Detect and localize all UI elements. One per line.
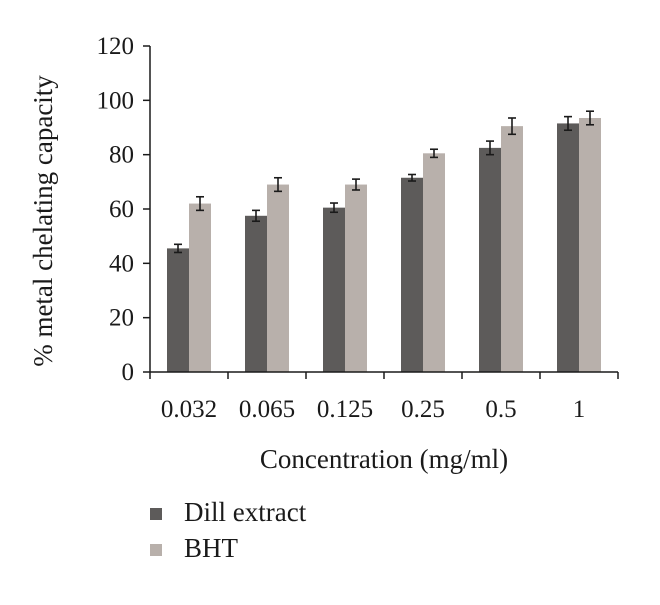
error-bar-dill-extract-0.032	[174, 243, 182, 254]
x-axis-ticks	[149, 372, 619, 379]
bar-bht-0.5	[501, 126, 523, 373]
legend-item-bht: BHT	[150, 533, 239, 563]
error-bar-dill-extract-0.5	[486, 140, 494, 156]
error-bar-dill-extract-0.25	[408, 173, 416, 182]
x-tick-label-0.065: 0.065	[239, 396, 295, 423]
y-tick-label-80: 80	[109, 142, 134, 169]
y-tick-label-20: 20	[109, 305, 134, 332]
error-bar-dill-extract-0.065	[252, 209, 260, 223]
y-tick-label-60: 60	[109, 196, 134, 223]
y-tick-label-100: 100	[97, 87, 135, 114]
error-bar-bht-1	[586, 110, 594, 126]
error-bar-bht-0.125	[352, 178, 360, 191]
y-tick-label-120: 120	[97, 33, 135, 60]
bar-dill-extract-0.032	[167, 248, 189, 372]
error-bar-bht-0.032	[196, 195, 204, 212]
error-bar-bht-0.5	[508, 117, 516, 136]
bar-bht-0.032	[189, 203, 211, 372]
bar-dill-extract-1	[557, 123, 579, 372]
legend: Dill extract BHT	[150, 497, 307, 563]
bar-dill-extract-0.5	[479, 147, 501, 372]
bar-bht-0.25	[423, 153, 445, 372]
x-tick-label-0.032: 0.032	[161, 396, 217, 423]
error-bar-dill-extract-0.125	[330, 202, 338, 214]
bar-dill-extract-0.125	[323, 207, 345, 372]
x-tick-label-0.5: 0.5	[485, 396, 516, 423]
x-tick-label-0.25: 0.25	[401, 396, 445, 423]
x-axis-title: Concentration (mg/ml)	[260, 444, 508, 474]
legend-label-dill-extract: Dill extract	[184, 497, 307, 527]
x-tick-label-0.125: 0.125	[317, 396, 373, 423]
legend-label-bht: BHT	[184, 533, 239, 563]
error-bar-bht-0.065	[274, 176, 282, 193]
error-bar-bht-0.25	[430, 148, 438, 159]
bars-group	[167, 117, 601, 373]
bar-dill-extract-0.25	[401, 177, 423, 372]
bar-bht-0.125	[345, 184, 367, 372]
y-tick-label-40: 40	[109, 250, 134, 277]
legend-swatch-bht	[150, 544, 162, 556]
bar-bht-0.065	[267, 184, 289, 372]
y-tick-label-0: 0	[122, 359, 135, 386]
x-axis-tick-labels: 0.032 0.065 0.125 0.25 0.5 1	[161, 396, 585, 423]
y-axis-title: % metal chelating capacity	[28, 75, 58, 367]
legend-item-dill-extract: Dill extract	[150, 497, 307, 527]
y-axis-ticks: 0 20 40 60 80 100 120	[97, 33, 150, 386]
x-tick-label-1: 1	[573, 396, 586, 423]
bar-bht-1	[579, 117, 601, 372]
error-bars-group	[174, 110, 594, 254]
bar-dill-extract-0.065	[245, 215, 267, 372]
legend-swatch-dill-extract	[150, 508, 162, 520]
error-bar-dill-extract-1	[564, 115, 572, 132]
